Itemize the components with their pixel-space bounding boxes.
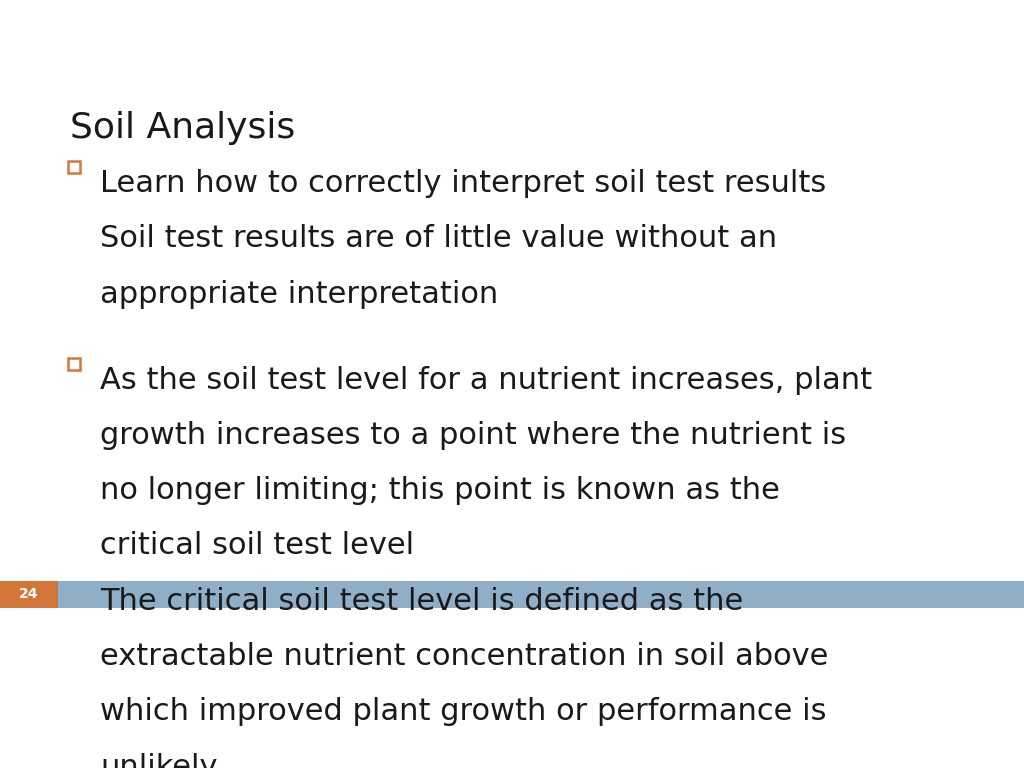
Text: extractable nutrient concentration in soil above: extractable nutrient concentration in so… [100, 642, 828, 671]
Text: no longer limiting; this point is known as the: no longer limiting; this point is known … [100, 476, 780, 505]
Bar [0, 581, 58, 608]
Text: 24: 24 [19, 588, 39, 601]
Text: appropriate interpretation: appropriate interpretation [100, 280, 499, 309]
Bar [68, 358, 80, 369]
Text: Learn how to correctly interpret soil test results: Learn how to correctly interpret soil te… [100, 169, 826, 198]
Text: critical soil test level: critical soil test level [100, 531, 415, 561]
Bar [58, 581, 1024, 608]
Text: unlikely: unlikely [100, 753, 218, 768]
Text: Soil test results are of little value without an: Soil test results are of little value wi… [100, 224, 777, 253]
Text: Soil Analysis: Soil Analysis [70, 111, 295, 145]
Text: The critical soil test level is defined as the: The critical soil test level is defined … [100, 587, 743, 616]
Text: As the soil test level for a nutrient increases, plant: As the soil test level for a nutrient in… [100, 366, 872, 395]
Bar [68, 161, 80, 173]
Text: which improved plant growth or performance is: which improved plant growth or performan… [100, 697, 826, 727]
Text: growth increases to a point where the nutrient is: growth increases to a point where the nu… [100, 421, 847, 450]
